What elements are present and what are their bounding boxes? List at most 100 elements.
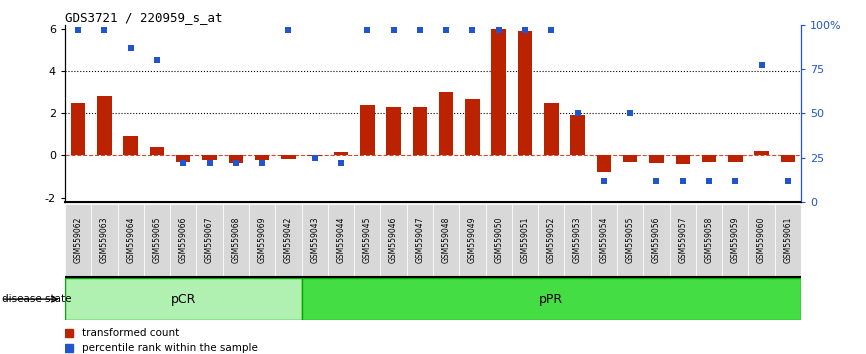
Text: GSM559044: GSM559044 bbox=[337, 217, 346, 263]
Text: GSM559058: GSM559058 bbox=[705, 217, 714, 263]
FancyBboxPatch shape bbox=[643, 204, 669, 276]
FancyBboxPatch shape bbox=[722, 204, 748, 276]
FancyBboxPatch shape bbox=[328, 204, 354, 276]
Bar bbox=[281, 155, 295, 159]
Bar bbox=[150, 147, 165, 155]
Point bbox=[255, 160, 269, 166]
Point bbox=[203, 160, 216, 166]
Bar bbox=[360, 105, 374, 155]
Point bbox=[177, 160, 191, 166]
Text: GSM559067: GSM559067 bbox=[205, 217, 214, 263]
Text: GSM559048: GSM559048 bbox=[442, 217, 450, 263]
FancyBboxPatch shape bbox=[223, 204, 249, 276]
Bar bbox=[623, 155, 637, 162]
FancyBboxPatch shape bbox=[407, 204, 433, 276]
Bar bbox=[333, 152, 348, 155]
Text: GSM559055: GSM559055 bbox=[625, 217, 635, 263]
Text: GSM559069: GSM559069 bbox=[257, 217, 267, 263]
FancyBboxPatch shape bbox=[380, 204, 407, 276]
Text: pCR: pCR bbox=[171, 293, 196, 306]
Bar bbox=[124, 136, 138, 155]
Point bbox=[571, 110, 585, 116]
Text: percentile rank within the sample: percentile rank within the sample bbox=[81, 343, 257, 353]
Bar bbox=[229, 155, 243, 163]
FancyBboxPatch shape bbox=[91, 204, 118, 276]
Text: transformed count: transformed count bbox=[81, 328, 178, 338]
Text: GSM559059: GSM559059 bbox=[731, 217, 740, 263]
Text: GSM559047: GSM559047 bbox=[416, 217, 424, 263]
Point bbox=[150, 57, 164, 63]
Text: GSM559057: GSM559057 bbox=[678, 217, 688, 263]
Bar bbox=[203, 155, 216, 160]
FancyBboxPatch shape bbox=[65, 278, 301, 320]
Bar bbox=[597, 155, 611, 172]
Bar bbox=[701, 155, 716, 162]
Text: GSM559062: GSM559062 bbox=[74, 217, 82, 263]
Bar bbox=[386, 107, 401, 155]
FancyBboxPatch shape bbox=[512, 204, 538, 276]
Point bbox=[229, 160, 242, 166]
Text: GSM559050: GSM559050 bbox=[494, 217, 503, 263]
Bar bbox=[675, 155, 690, 164]
FancyBboxPatch shape bbox=[354, 204, 380, 276]
Bar bbox=[571, 115, 585, 155]
Text: GSM559049: GSM559049 bbox=[468, 217, 477, 263]
FancyBboxPatch shape bbox=[249, 204, 275, 276]
Point bbox=[518, 27, 532, 33]
Bar bbox=[97, 96, 112, 155]
Bar bbox=[518, 31, 533, 155]
Point bbox=[281, 27, 295, 33]
FancyBboxPatch shape bbox=[617, 204, 643, 276]
Bar bbox=[465, 98, 480, 155]
Text: GSM559060: GSM559060 bbox=[757, 217, 766, 263]
Text: GSM559051: GSM559051 bbox=[520, 217, 529, 263]
Text: GSM559064: GSM559064 bbox=[126, 217, 135, 263]
Bar bbox=[492, 29, 506, 155]
Text: GSM559068: GSM559068 bbox=[231, 217, 241, 263]
Bar bbox=[780, 155, 795, 162]
Bar bbox=[544, 103, 559, 155]
FancyBboxPatch shape bbox=[565, 204, 591, 276]
FancyBboxPatch shape bbox=[433, 204, 459, 276]
Bar bbox=[728, 155, 742, 162]
Bar bbox=[307, 155, 322, 156]
Point bbox=[781, 178, 795, 183]
Point bbox=[624, 110, 637, 116]
FancyBboxPatch shape bbox=[486, 204, 512, 276]
Point bbox=[754, 63, 768, 68]
Bar bbox=[71, 103, 86, 155]
Text: GSM559046: GSM559046 bbox=[389, 217, 398, 263]
FancyBboxPatch shape bbox=[301, 278, 801, 320]
Bar bbox=[439, 92, 454, 155]
Point bbox=[71, 27, 85, 33]
Point bbox=[650, 178, 663, 183]
Point bbox=[124, 45, 138, 51]
Point bbox=[545, 27, 559, 33]
Bar bbox=[754, 151, 769, 155]
FancyBboxPatch shape bbox=[118, 204, 144, 276]
FancyBboxPatch shape bbox=[197, 204, 223, 276]
Text: GDS3721 / 220959_s_at: GDS3721 / 220959_s_at bbox=[65, 11, 223, 24]
FancyBboxPatch shape bbox=[144, 204, 170, 276]
FancyBboxPatch shape bbox=[591, 204, 617, 276]
Point bbox=[466, 27, 480, 33]
Text: disease state: disease state bbox=[2, 294, 71, 304]
Text: GSM559065: GSM559065 bbox=[152, 217, 161, 263]
Point bbox=[702, 178, 716, 183]
Point bbox=[675, 178, 689, 183]
Point bbox=[728, 178, 742, 183]
FancyBboxPatch shape bbox=[275, 204, 301, 276]
Bar bbox=[255, 155, 269, 160]
FancyBboxPatch shape bbox=[696, 204, 722, 276]
Text: GSM559063: GSM559063 bbox=[100, 217, 109, 263]
Bar bbox=[176, 155, 191, 162]
Text: pPR: pPR bbox=[540, 293, 564, 306]
Bar bbox=[650, 155, 663, 163]
Point bbox=[334, 160, 348, 166]
Point bbox=[439, 27, 453, 33]
FancyBboxPatch shape bbox=[669, 204, 696, 276]
FancyBboxPatch shape bbox=[775, 204, 801, 276]
Point bbox=[98, 27, 112, 33]
Point bbox=[597, 178, 611, 183]
FancyBboxPatch shape bbox=[538, 204, 565, 276]
